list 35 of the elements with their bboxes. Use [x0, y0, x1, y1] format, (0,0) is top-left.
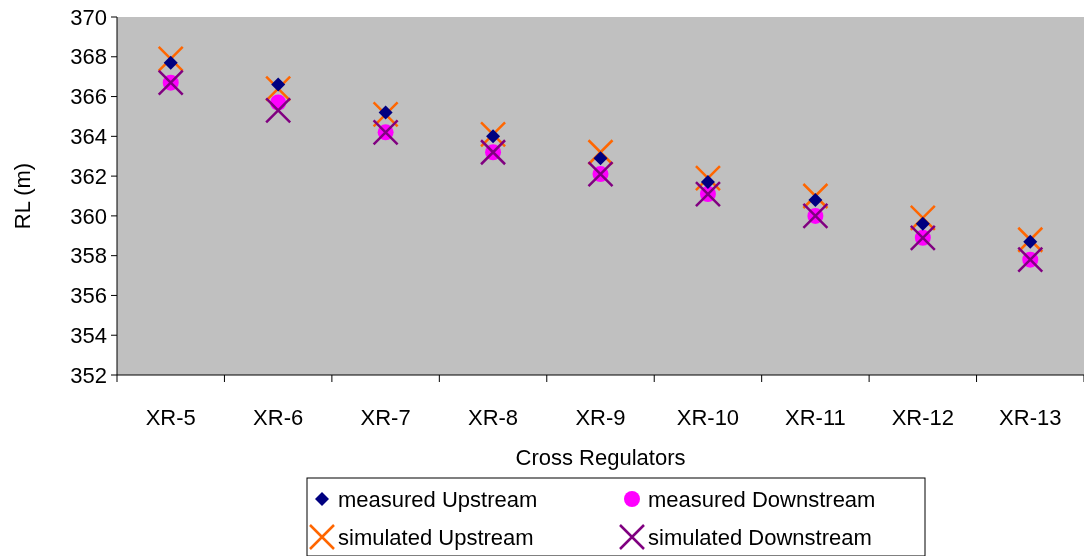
y-tick-label: 356 — [70, 283, 107, 309]
x-tick-label: XR-11 — [785, 405, 846, 430]
point — [700, 175, 715, 190]
point — [271, 77, 286, 92]
y-tick-label: 358 — [70, 243, 107, 269]
legend-label: simulated Upstream — [338, 524, 534, 550]
point — [1023, 234, 1038, 249]
y-tick-label: 366 — [70, 84, 107, 110]
y-tick-label: 354 — [70, 322, 107, 348]
x-tick-label: XR-5 — [145, 405, 196, 430]
x-tick-label: XR-8 — [467, 405, 519, 430]
point — [378, 105, 393, 120]
point — [593, 151, 608, 166]
point — [808, 192, 823, 207]
y-tick-label: 370 — [70, 4, 107, 30]
x-tick-label: XR-9 — [575, 405, 626, 430]
y-tick-label: 368 — [70, 44, 107, 70]
y-tick-label: 352 — [70, 362, 107, 388]
x-tick-label: XR-13 — [999, 405, 1062, 430]
y-tick-label: 362 — [70, 163, 107, 189]
x-tick-label: XR-12 — [891, 405, 955, 430]
x-tick-label: XR-7 — [360, 405, 411, 430]
x-axis-title: Cross Regulators — [515, 445, 686, 470]
x-tick-label: XR-10 — [676, 405, 740, 430]
y-tick-label: 364 — [70, 124, 107, 150]
y-axis-title: RL (m) — [10, 162, 35, 230]
legend-label: simulated Downstream — [648, 524, 872, 550]
point — [264, 97, 292, 124]
legend-label: measured Downstream — [648, 486, 876, 512]
point — [163, 55, 178, 70]
x-tick-label: XR-6 — [253, 405, 304, 430]
point — [486, 129, 501, 144]
legend-label: measured Upstream — [338, 486, 538, 512]
y-tick-label: 360 — [70, 203, 107, 229]
point — [915, 216, 930, 231]
